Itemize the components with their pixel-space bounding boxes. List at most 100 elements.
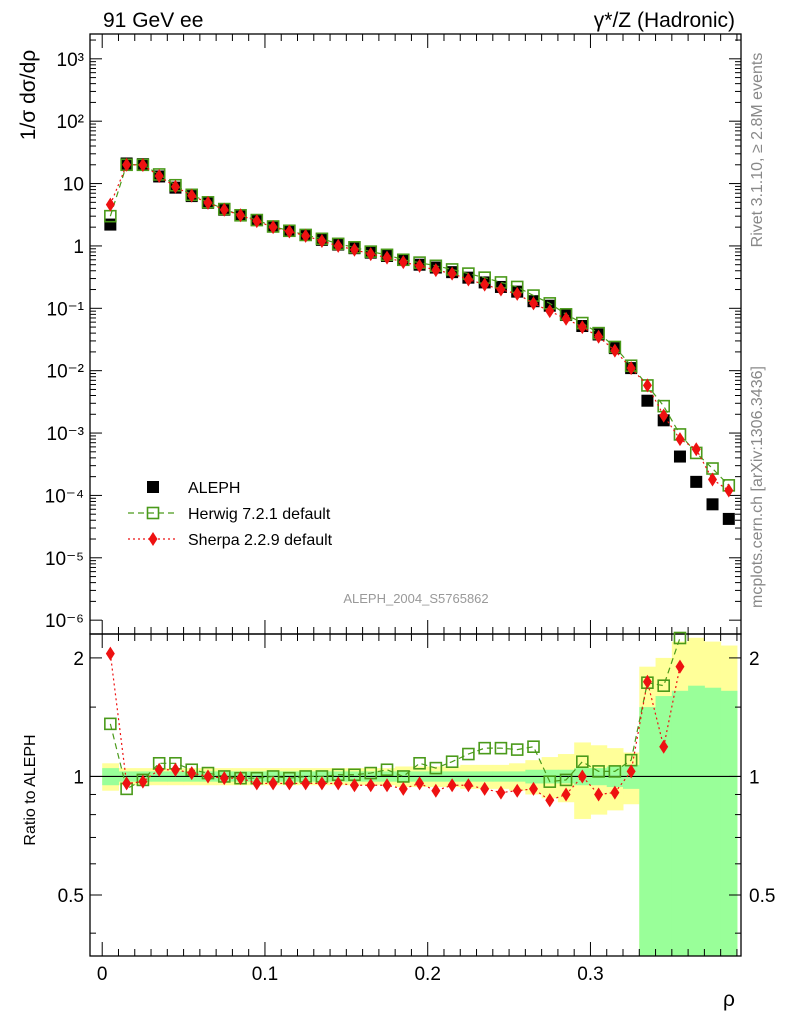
main-y-tick-label: 10⁻² [47, 362, 85, 383]
main-mc-sherpa-point [349, 242, 359, 257]
x-tick-label: 0.1 [252, 964, 278, 985]
ratio-mc-sherpa-point [349, 778, 359, 793]
legend-label-sherpa: Sherpa 2.2.9 default [188, 532, 333, 549]
rivet-version-text: Rivet 3.1.10, ≥ 2.8M events [749, 53, 766, 248]
ratio-band-green [720, 690, 738, 956]
main-mc-sherpa-point [447, 266, 457, 281]
legend-label-herwig: Herwig 7.2.1 default [188, 506, 331, 523]
main-mc-sherpa-point [724, 483, 734, 498]
ratio-mc-sherpa-point [268, 776, 278, 791]
ratio-y-tick-label: 0.5 [58, 886, 84, 907]
ratio-mc-herwig-point [673, 631, 687, 645]
main-y-tick-label: 10³ [57, 50, 84, 71]
ratio-mc-herwig-point [527, 740, 540, 753]
main-mc-sherpa-point [317, 233, 327, 248]
ratio-mc-herwig-point [413, 756, 426, 770]
ratio-mc-sherpa-point [105, 646, 115, 661]
x-tick-label: 0.2 [414, 964, 440, 985]
main-mc-sherpa-point [138, 158, 148, 173]
ratio-mc-sherpa-point [187, 766, 197, 781]
main-mc-sherpa-point [512, 286, 522, 301]
legend-marker-herwig [146, 506, 160, 520]
main-y-tick-label: 10 [63, 175, 84, 196]
ratio-mc-sherpa-point [366, 778, 376, 793]
ratio-mc-herwig-point [510, 743, 524, 756]
main-mc-sherpa-point [708, 472, 718, 487]
ratio-mc-sherpa-point [463, 778, 473, 793]
ratio-mc-sherpa-point [626, 764, 636, 779]
legend-label-aleph: ALEPH [188, 480, 240, 497]
ratio-band-green [639, 707, 657, 956]
main-plot-ticks: 10⁻⁶ 10⁻⁵ 10⁻⁴ 10⁻³ 10⁻² 10⁻¹ 1 10 10² 10³ [45, 34, 741, 634]
ratio-mc-sherpa-point [203, 769, 213, 784]
main-mc-sherpa-point [187, 188, 197, 203]
legend: ALEPH Herwig 7.2.1 default Sherpa 2.2.9 de… [128, 480, 333, 549]
ratio-mc-sherpa-line [109, 653, 681, 801]
ratio-mc-herwig-point [429, 761, 443, 775]
ratio-mc-herwig-point [104, 717, 117, 731]
main-mc-sherpa-point [659, 408, 669, 423]
ratio-mc-sherpa-point [415, 776, 425, 791]
main-y-axis-label: 1/σ dσ/dρ [17, 50, 40, 140]
main-mc-sherpa-point [154, 169, 164, 184]
main-data-aleph-point [673, 450, 686, 463]
main-data-aleph-point [104, 218, 117, 231]
ratio-mc-sherpa-point [512, 783, 522, 798]
main-mc-sherpa-point [642, 378, 652, 393]
ratio-mc-herwig-point [543, 775, 557, 788]
main-mc-sherpa-point [480, 277, 490, 292]
main-mc-sherpa-point [105, 197, 115, 212]
main-mc-sherpa-point [691, 442, 701, 457]
main-mc-sherpa-line [109, 164, 730, 491]
ratio-plot-frame [89, 633, 742, 957]
ratio-y-tick-label-right: 0.5 [749, 886, 775, 907]
main-plot-series [104, 157, 736, 525]
source-text: mcplots.cern.ch [arXiv:1306.3436] [749, 366, 766, 608]
main-mc-sherpa-point [284, 224, 294, 239]
main-mc-sherpa-point [236, 208, 246, 223]
main-mc-sherpa-point [415, 258, 425, 273]
main-mc-sherpa-point [561, 311, 571, 326]
ratio-band-green [704, 687, 722, 956]
ratio-mc-sherpa-point [138, 774, 148, 789]
x-axis-label: ρ [723, 988, 735, 1011]
main-data-aleph-point [690, 475, 703, 488]
ratio-mc-herwig-point [478, 741, 491, 755]
main-mc-sherpa-point [577, 320, 587, 335]
ratio-mc-herwig-point [445, 755, 459, 769]
ratio-mc-herwig-point [380, 763, 394, 777]
ratio-mc-sherpa-point [122, 776, 132, 791]
ratio-band-green [688, 685, 705, 956]
x-tick-label: 0.3 [577, 964, 603, 985]
main-data-aleph-point [722, 512, 735, 525]
ratio-mc-sherpa-point [659, 739, 669, 754]
ratio-y-tick-label-right: 1 [749, 767, 760, 788]
main-mc-sherpa-point [545, 304, 555, 319]
ratio-plot-series [104, 631, 687, 808]
ratio-band-green [655, 696, 673, 956]
main-mc-sherpa-point [626, 361, 636, 376]
main-mc-sherpa-point [594, 329, 604, 344]
ratio-mc-sherpa-point [447, 778, 457, 793]
ratio-uncertainty-bands [90, 637, 741, 956]
ratio-mc-sherpa-point [496, 785, 506, 800]
ratio-mc-herwig-point [592, 765, 605, 778]
ratio-mc-sherpa-point [480, 781, 490, 796]
main-y-tick-label: 10² [57, 112, 84, 133]
analysis-id: ALEPH_2004_S5765862 [343, 591, 488, 606]
ratio-mc-sherpa-point [431, 783, 441, 798]
ratio-mc-sherpa-point [577, 769, 587, 784]
main-data-aleph-point [641, 394, 654, 407]
header-left-title: 91 GeV ee [103, 9, 203, 32]
ratio-mc-sherpa-point [642, 674, 652, 689]
ratio-mc-herwig-point [576, 755, 589, 769]
main-mc-sherpa-point [301, 228, 311, 243]
ratio-y-tick-label-right: 2 [749, 649, 760, 670]
ratio-mc-sherpa-point [333, 776, 343, 791]
ratio-mc-sherpa-point [382, 778, 392, 793]
legend-marker-sherpa [148, 532, 158, 546]
ratio-mc-sherpa-point [561, 787, 571, 802]
ratio-mc-sherpa-point [284, 776, 294, 791]
ratio-mc-sherpa-point [154, 762, 164, 777]
